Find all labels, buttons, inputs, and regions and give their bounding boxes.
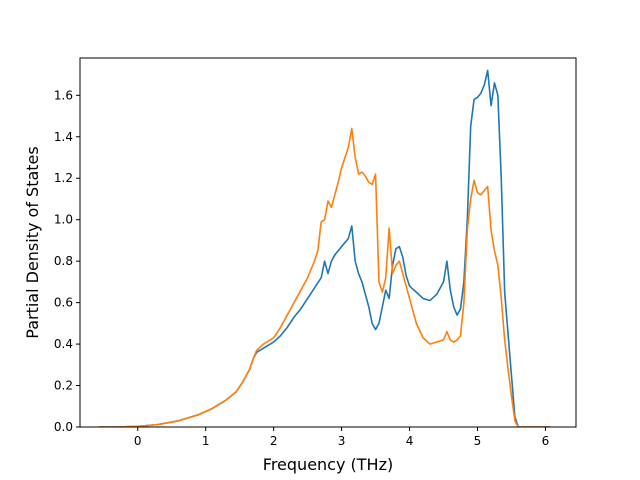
y-tick-label: 0.4: [54, 337, 73, 351]
y-tick-label: 0.6: [54, 296, 73, 310]
y-tick-label: 1.2: [54, 171, 73, 185]
axes-frame: [79, 57, 577, 428]
x-tick-label: 0: [134, 434, 142, 448]
y-tick-label: 1.4: [54, 130, 73, 144]
x-axis-ticks: 0 1 2 3 4 5 6: [134, 427, 549, 448]
y-tick-label: 0.8: [54, 254, 73, 268]
x-tick-label: 3: [338, 434, 346, 448]
x-axis-title: Frequency (THz): [263, 455, 393, 474]
x-tick-label: 2: [270, 434, 278, 448]
series-line-2: [99, 127, 551, 427]
y-tick-label: 1.6: [54, 88, 73, 102]
y-axis-ticks: 0.0 0.2 0.4 0.6 0.8 1.0 1.2 1.4 1.6: [54, 88, 80, 434]
x-tick-label: 1: [202, 434, 210, 448]
y-tick-label: 0.2: [54, 379, 73, 393]
series-line-1: [99, 69, 551, 427]
y-tick-label: 0.0: [54, 420, 73, 434]
series-layer: [99, 69, 551, 427]
y-axis-title: Partial Density of States: [23, 146, 42, 338]
x-tick-label: 5: [474, 434, 482, 448]
x-tick-label: 6: [542, 434, 550, 448]
x-tick-label: 4: [406, 434, 414, 448]
y-tick-label: 1.0: [54, 213, 73, 227]
